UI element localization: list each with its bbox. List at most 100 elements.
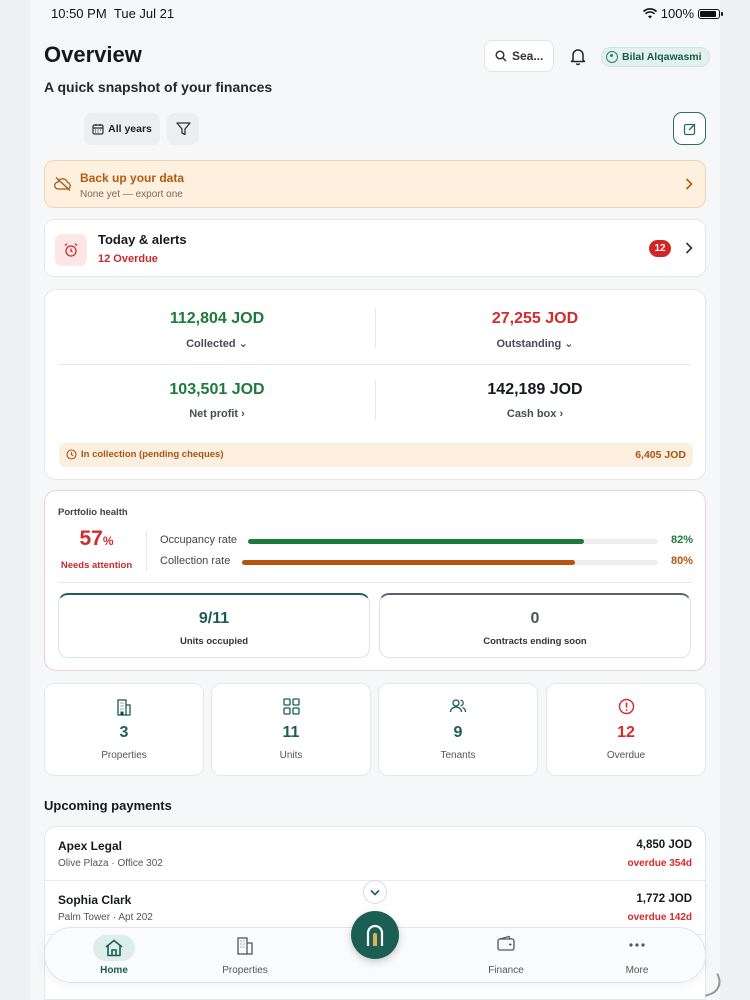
outstanding-amount: 27,255 JOD	[491, 310, 579, 327]
notifications-button[interactable]	[568, 46, 588, 66]
stat-overdue[interactable]: 12 Overdue	[546, 683, 706, 776]
payment-tenant: Apex Legal	[58, 839, 123, 853]
net-profit-cell[interactable]: 103,501 JOD Net profit ›	[59, 381, 375, 420]
stat-units[interactable]: 11 Units	[211, 683, 371, 776]
user-chip[interactable]: Bilal Alqawasmi	[601, 47, 710, 67]
quick-action-button[interactable]	[351, 911, 399, 959]
backup-subtitle: None yet — export one	[80, 189, 183, 200]
home-pill	[93, 935, 135, 961]
tab-finance[interactable]: Finance	[456, 928, 556, 984]
stat-tenants-label: Tenants	[440, 750, 476, 761]
alarm-icon-box	[55, 234, 87, 266]
contracts-ending-label: Contracts ending soon	[483, 636, 587, 647]
page-subtitle: A quick snapshot of your finances	[44, 79, 273, 95]
cash-box-amount: 142,189 JOD	[487, 381, 583, 398]
tab-home-label: Home	[100, 965, 128, 976]
upcoming-payments-title: Upcoming payments	[44, 798, 172, 813]
search-label: Sea...	[512, 49, 544, 63]
divider	[59, 364, 691, 365]
battery-percent: 100%	[660, 6, 694, 21]
years-filter-label: All years	[108, 123, 152, 135]
tab-more-label: More	[625, 965, 649, 976]
filter-button[interactable]	[167, 113, 199, 145]
payment-tenant: Sophia Clark	[58, 893, 132, 907]
contracts-ending-value: 0	[530, 610, 540, 627]
users-icon	[449, 699, 467, 713]
tab-more[interactable]: More	[587, 928, 687, 984]
net-profit-label: Net profit ›	[189, 408, 245, 420]
chevron-right-icon	[685, 178, 693, 190]
building-icon	[117, 699, 131, 716]
wifi-icon	[642, 8, 657, 19]
units-occupied-label: Units occupied	[179, 636, 249, 647]
divider	[375, 380, 376, 420]
occupancy-rate-value: 82%	[670, 534, 693, 546]
clock-icon	[66, 449, 77, 460]
years-filter-button[interactable]: All years	[84, 113, 160, 145]
edit-layout-button[interactable]	[673, 112, 706, 145]
collection-rate-value: 80%	[670, 555, 693, 567]
stat-properties-label: Properties	[101, 750, 147, 761]
divider	[375, 308, 376, 348]
alarm-clock-icon	[64, 243, 78, 257]
payment-overdue: overdue 142d	[627, 912, 692, 923]
units-occupied-card[interactable]: 9/11 Units occupied	[58, 593, 370, 658]
alert-circle-icon	[618, 698, 634, 715]
payment-location: Palm Tower · Apt 202	[58, 912, 153, 923]
collection-rate-fill	[242, 560, 575, 565]
chevron-right-icon	[685, 242, 693, 254]
backup-banner[interactable]: Back up your data None yet — export one	[44, 160, 706, 208]
occupancy-rate-row: Occupancy rate 82%	[160, 534, 693, 548]
cash-box-label: Cash box ›	[506, 408, 564, 420]
alerts-title: Today & alerts	[98, 232, 187, 247]
door-arch-icon	[366, 924, 384, 946]
building-icon	[237, 937, 253, 955]
divider	[146, 531, 147, 571]
user-name: Bilal Alqawasmi	[622, 51, 702, 63]
collection-rate-track	[242, 560, 658, 565]
payment-overdue: overdue 354d	[627, 858, 692, 869]
stat-overdue-value: 12	[617, 724, 635, 741]
divider	[58, 582, 692, 583]
cloud-off-icon	[54, 177, 71, 191]
alerts-card[interactable]: Today & alerts 12 Overdue 12	[44, 219, 706, 277]
stat-tenants[interactable]: 9 Tenants	[378, 683, 538, 776]
contracts-ending-card[interactable]: 0 Contracts ending soon	[379, 593, 691, 658]
filter-icon	[175, 122, 191, 136]
stat-properties[interactable]: 3 Properties	[44, 683, 204, 776]
more-dots-icon	[629, 943, 645, 947]
stat-tenants-value: 9	[453, 724, 463, 741]
collected-cell[interactable]: 112,804 JOD Collected ⌄	[59, 310, 375, 350]
backup-title: Back up your data	[80, 171, 185, 185]
tab-properties-label: Properties	[222, 965, 268, 976]
search-button[interactable]: Sea...	[484, 40, 554, 72]
occupancy-rate-label: Occupancy rate	[160, 534, 238, 546]
collection-rate-row: Collection rate 80%	[160, 555, 693, 569]
units-occupied-value: 9/11	[198, 610, 230, 627]
collected-amount: 112,804 JOD	[169, 310, 265, 327]
scroll-down-button[interactable]	[363, 880, 387, 904]
tab-finance-label: Finance	[488, 965, 524, 976]
outstanding-cell[interactable]: 27,255 JOD Outstanding ⌄	[377, 310, 693, 350]
payment-row[interactable]: Apex Legal Olive Plaza · Office 302 4,85…	[45, 827, 705, 881]
cash-box-cell[interactable]: 142,189 JOD Cash box ›	[377, 381, 693, 420]
payment-location: Olive Plaza · Office 302	[58, 858, 163, 869]
payment-amount: 1,772 JOD	[636, 893, 692, 905]
search-icon	[495, 50, 507, 62]
pending-cheques-bar[interactable]: In collection (pending cheques) 6,405 JO…	[59, 443, 693, 467]
outstanding-label: Outstanding ⌄	[496, 338, 574, 350]
health-title: Portfolio health	[58, 507, 128, 518]
tab-home[interactable]: Home	[64, 928, 164, 984]
finance-summary-card: 112,804 JOD Collected ⌄ 27,255 JOD Outst…	[44, 289, 706, 480]
stat-units-value: 11	[282, 724, 300, 741]
stat-properties-value: 3	[119, 724, 129, 741]
occupancy-rate-fill	[248, 539, 585, 544]
home-icon	[105, 939, 123, 957]
bell-icon	[570, 49, 586, 66]
alerts-badge: 12	[649, 240, 671, 257]
pending-label-group: In collection (pending cheques)	[66, 449, 224, 460]
wallet-icon	[497, 935, 515, 951]
edit-icon	[683, 123, 695, 135]
tab-properties[interactable]: Properties	[195, 928, 295, 984]
page-title: Overview	[44, 42, 142, 67]
